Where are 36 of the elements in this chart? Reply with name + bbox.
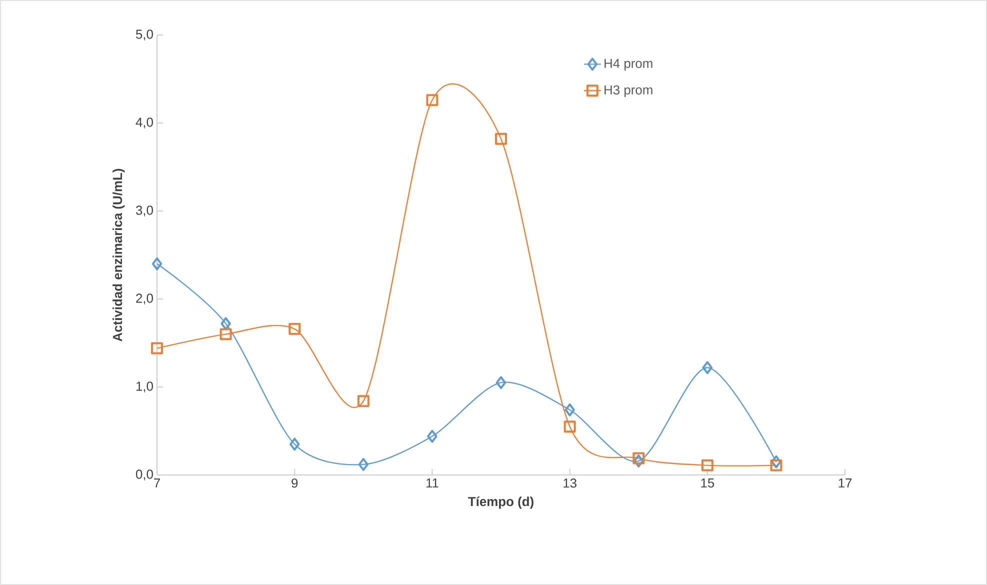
point [288, 322, 301, 335]
point [632, 452, 645, 464]
point [427, 430, 438, 443]
x-tick-label: 13 [564, 478, 576, 488]
point [220, 317, 231, 330]
point [289, 438, 300, 451]
y-tick-label: 2,0 [136, 294, 153, 304]
point [220, 328, 232, 340]
y-axis-title: Actividad enzimarica (U/mL) [112, 168, 125, 342]
legend-label: H3 prom [604, 85, 652, 98]
point [426, 94, 438, 106]
point [633, 454, 644, 468]
x-tick-label: 7 [154, 478, 160, 488]
point [152, 257, 162, 270]
point [564, 420, 576, 433]
y-tick-label: 3,0 [136, 206, 153, 216]
point [770, 459, 782, 472]
x-tick-label: 17 [838, 478, 852, 488]
point [357, 395, 370, 408]
y-tick-label: 5,0 [136, 30, 153, 40]
point [701, 459, 714, 472]
point [564, 403, 575, 416]
point [358, 458, 369, 471]
point [771, 455, 782, 468]
point [496, 376, 506, 390]
point [495, 132, 507, 145]
y-tick-label: 1,0 [136, 382, 153, 392]
x-axis-title: Tíempo (d) [468, 496, 534, 509]
x-tick-label: 9 [292, 478, 298, 488]
x-tick-label: 11 [426, 478, 438, 488]
y-tick-label: 0,0 [136, 470, 153, 480]
point [702, 361, 713, 374]
y-tick-label: 4,0 [136, 118, 153, 128]
x-tick-label: 15 [701, 478, 714, 488]
legend-label: H4 prom [604, 58, 652, 71]
point [151, 342, 163, 354]
